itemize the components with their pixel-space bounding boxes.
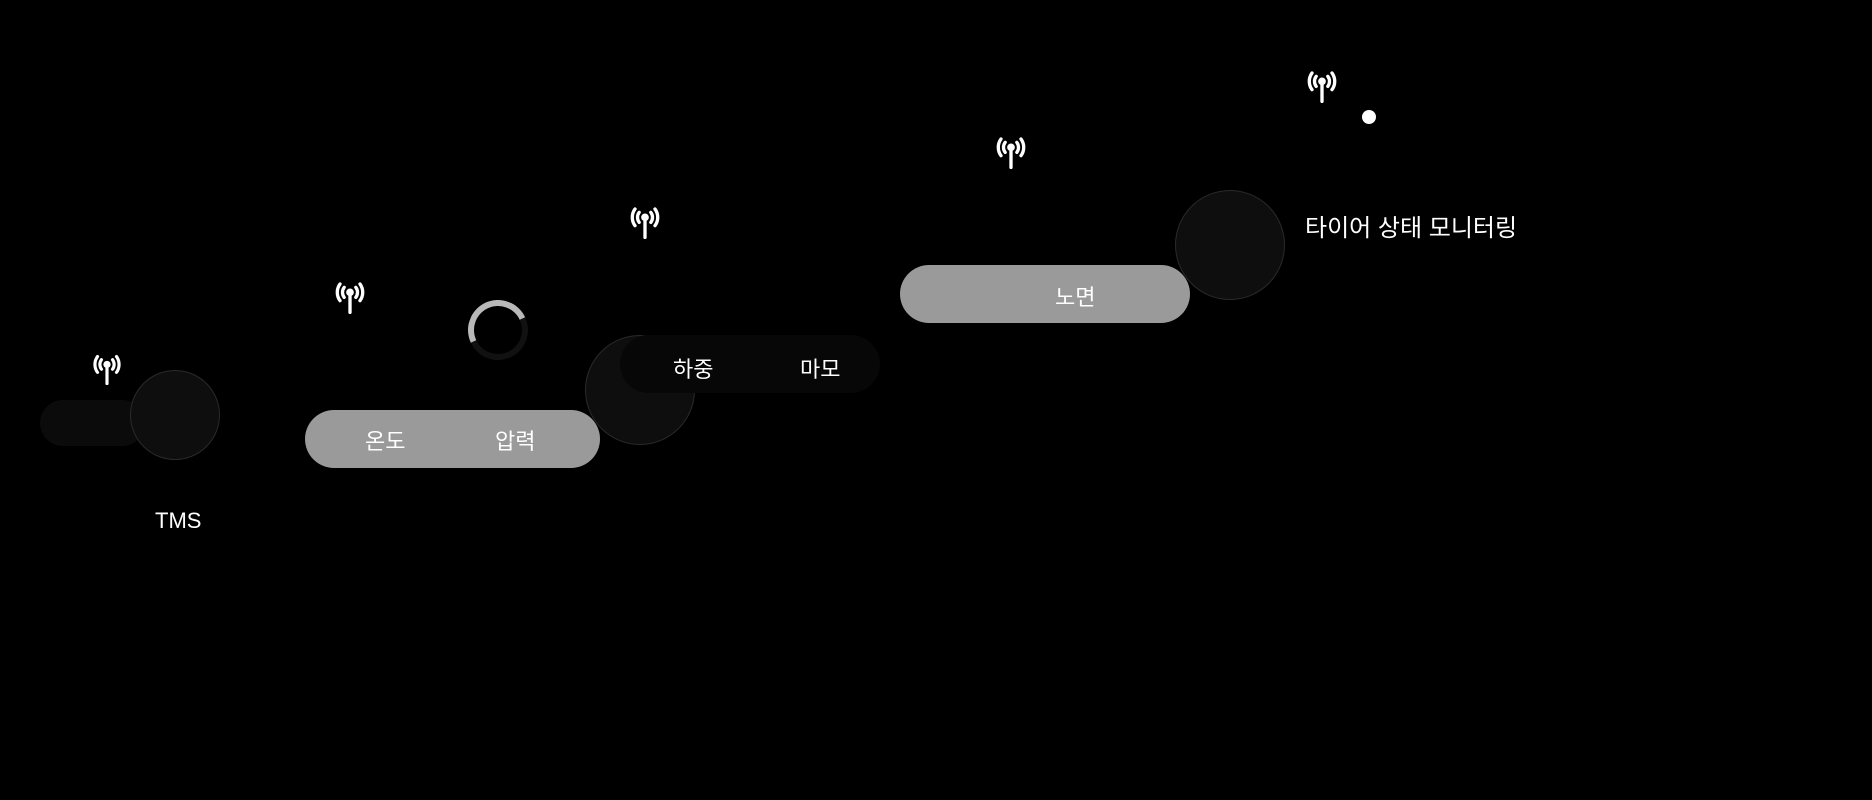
step-4-pill (900, 265, 1190, 323)
step-1-pill (40, 400, 145, 446)
step-3-pill (620, 335, 880, 393)
step-1-label: TMS (155, 508, 201, 534)
step-4-cap (1175, 190, 1285, 300)
label-pressure: 압력 (495, 424, 535, 456)
wireless-icon (991, 130, 1031, 178)
step-1-cap (130, 370, 220, 460)
dot-icon (1362, 110, 1376, 124)
wireless-icon (625, 200, 665, 248)
wireless-icon (88, 348, 126, 394)
label-road: 노면 (1055, 280, 1095, 312)
label-tire-monitoring: 타이어 상태 모니터링 (1305, 208, 1517, 243)
label-temperature: 온도 (365, 424, 405, 456)
label-load: 하중 (673, 352, 713, 384)
wireless-icon (1302, 64, 1342, 112)
spinner-icon (460, 292, 537, 369)
wireless-icon (330, 275, 370, 323)
step-2-pill (305, 410, 600, 468)
label-wear: 마모 (800, 352, 840, 384)
diagram-stage: TMS 온도 압력 하중 마모 (0, 0, 1872, 800)
